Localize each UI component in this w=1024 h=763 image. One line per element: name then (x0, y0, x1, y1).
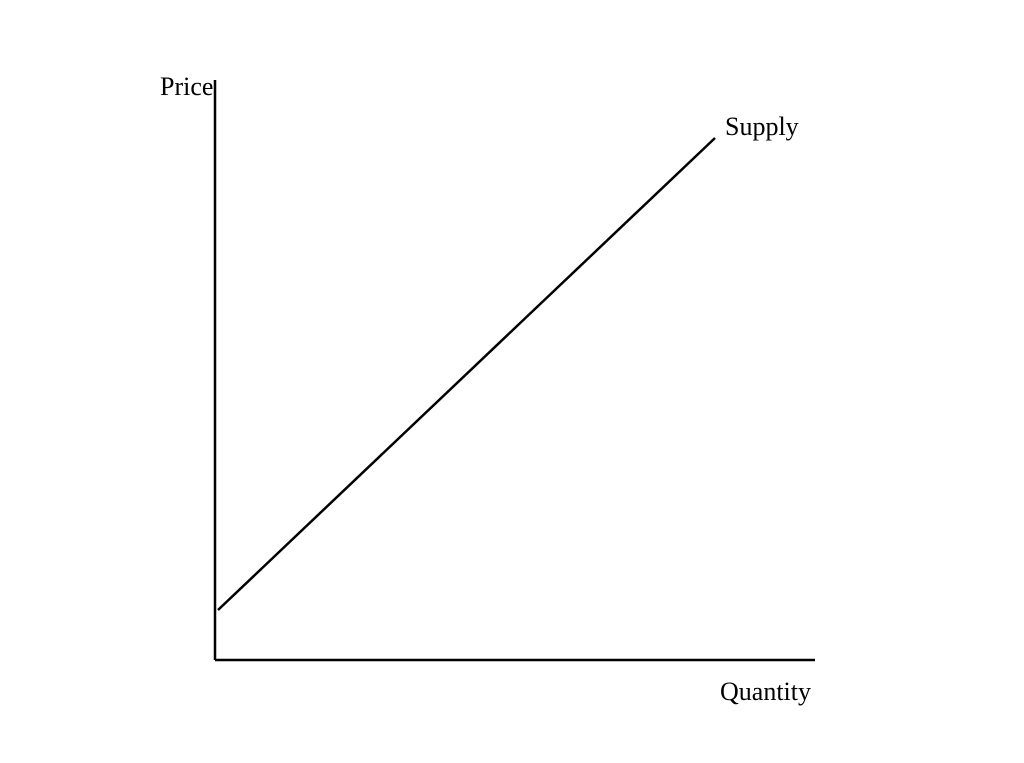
supply-line-label: Supply (725, 112, 799, 141)
chart-svg: Price Quantity Supply (0, 0, 1024, 763)
x-axis-label: Quantity (720, 677, 811, 706)
y-axis-label: Price (160, 72, 213, 101)
chart-background (0, 0, 1024, 763)
supply-curve-chart: Price Quantity Supply (0, 0, 1024, 763)
